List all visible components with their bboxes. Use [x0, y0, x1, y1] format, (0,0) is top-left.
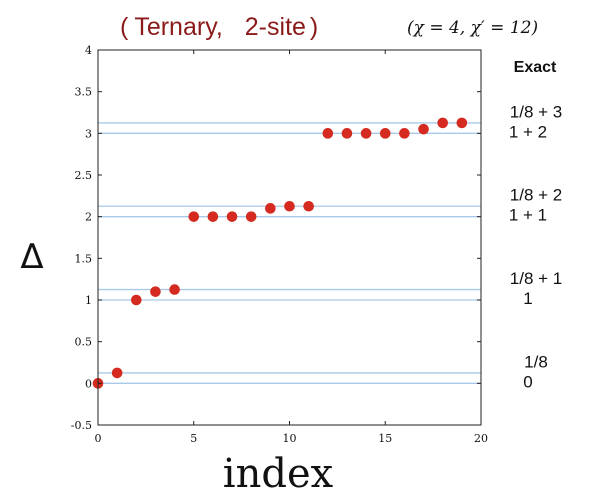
data-point-9: [265, 203, 276, 214]
y-tick-label: 2: [85, 211, 92, 224]
y-tick-label: 1.5: [75, 252, 93, 265]
data-point-2: [131, 294, 142, 306]
data-point-17: [418, 123, 429, 135]
data-point-18: [437, 117, 449, 129]
data-point-4: [169, 284, 180, 295]
chart-title: ( Ternary, 2-site ): [120, 13, 318, 41]
data-points: [92, 117, 468, 389]
data-point-5: [188, 211, 200, 222]
title-close-paren: ): [310, 13, 318, 41]
exact-label-bottom: 0: [523, 372, 532, 391]
exact-header: Exact: [514, 59, 557, 76]
data-point-19: [456, 117, 468, 129]
exact-label-top: 1/8 + 1: [510, 269, 562, 288]
y-tick-label: 1: [85, 294, 92, 307]
data-point-16: [399, 128, 410, 139]
x-tick-label: 20: [474, 432, 488, 445]
x-tick-label: 0: [95, 432, 102, 445]
exact-label-top: 1/8 + 3: [510, 102, 562, 121]
y-tick-label: 0: [85, 377, 92, 390]
data-point-7: [226, 211, 238, 222]
data-point-10: [284, 200, 295, 212]
exact-label-top: 1/8 + 2: [510, 186, 562, 205]
data-point-1: [111, 367, 123, 379]
axis-ticks: 0 5 10 15 20-0.500.511.522.533.54: [71, 44, 488, 445]
data-point-12: [322, 128, 334, 139]
data-point-8: [245, 211, 257, 222]
data-point-14: [360, 128, 372, 139]
x-tick-label: 5: [190, 432, 197, 445]
plot-frame: [97, 49, 482, 426]
x-tick-label: 15: [378, 432, 392, 445]
exact-label-bottom: 1: [523, 289, 532, 308]
exact-labels: 1/8 + 31 + 2 1/8 + 21 + 1 1/8 + 11 1/80: [509, 102, 562, 391]
reference-lines: [98, 122, 481, 384]
exact-label-bottom: 1 + 2: [509, 122, 547, 141]
y-tick-label: 3: [85, 127, 92, 140]
y-tick-label: 3.5: [75, 86, 93, 99]
exact-label-bottom: 1 + 1: [509, 206, 547, 225]
y-tick-label: -0.5: [71, 419, 92, 432]
y-tick-label: 0.5: [75, 336, 93, 349]
data-point-15: [379, 128, 391, 139]
y-tick-label: 4: [85, 44, 92, 57]
y-axis-label: Δ: [20, 237, 43, 277]
title-open-paren: (: [120, 13, 129, 41]
x-tick-label: 10: [283, 432, 297, 445]
title-main: Ternary,: [134, 13, 222, 41]
data-point-13: [341, 128, 353, 139]
data-point-3: [150, 286, 161, 297]
data-point-11: [303, 200, 314, 212]
x-axis-label: index: [223, 451, 334, 494]
title-site: 2-site: [245, 13, 306, 41]
title-params: (χ = 4, χ′ = 12): [407, 18, 538, 38]
exact-label-top: 1/8: [524, 352, 548, 371]
data-point-6: [207, 211, 219, 222]
y-tick-label: 2.5: [75, 169, 93, 182]
